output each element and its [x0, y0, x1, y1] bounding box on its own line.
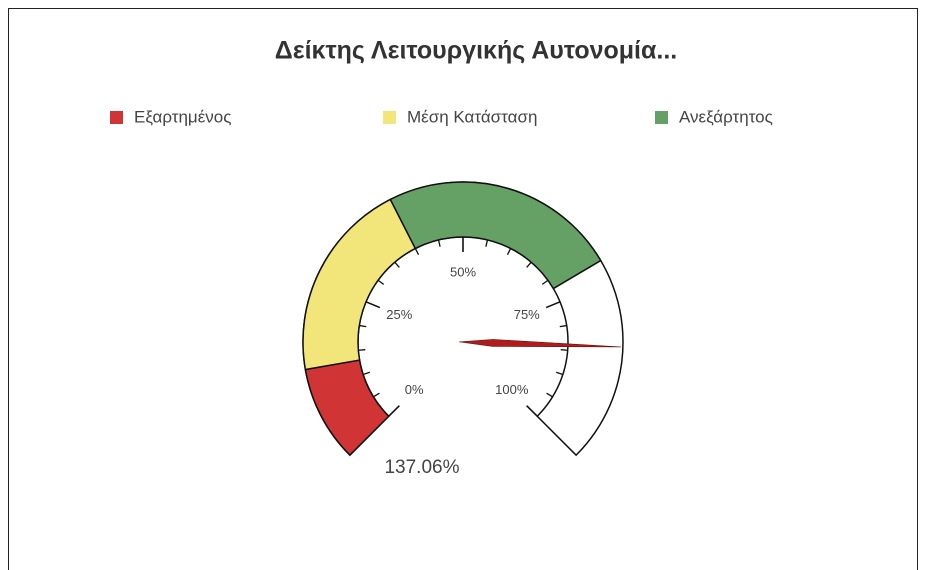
tick-label: 25%	[386, 307, 412, 322]
needle	[458, 339, 621, 348]
legend-label: Ανεξάρτητος	[679, 107, 773, 126]
minor-tick	[414, 248, 420, 255]
minor-tick	[485, 239, 489, 247]
tick-label: 0%	[405, 382, 424, 397]
minor-tick	[359, 324, 367, 328]
minor-tick	[546, 392, 553, 398]
minor-tick	[437, 239, 441, 247]
minor-tick	[377, 279, 385, 285]
tick-label: 50%	[450, 264, 476, 279]
minor-tick	[556, 371, 564, 376]
minor-tick	[373, 392, 380, 398]
legend-label: Εξαρτημένος	[134, 107, 231, 126]
minor-tick	[560, 349, 568, 351]
minor-tick	[362, 371, 370, 376]
panel-border	[8, 8, 918, 570]
chart-title: Δείκτης Λειτουργικής Αυτονομία...	[275, 37, 677, 65]
legend-label: Μέση Κατάσταση	[407, 107, 537, 126]
legend-swatch	[383, 111, 396, 124]
minor-tick	[394, 261, 400, 268]
tick-label: 100%	[495, 382, 529, 397]
major-tick	[365, 301, 381, 309]
readout: 137.06%	[384, 457, 459, 478]
minor-tick	[358, 349, 366, 351]
minor-tick	[526, 261, 532, 268]
minor-tick	[559, 324, 567, 328]
major-tick	[526, 405, 538, 417]
major-tick	[545, 301, 561, 309]
legend-swatch	[110, 111, 123, 124]
legend-swatch	[655, 111, 668, 124]
tick-label: 75%	[514, 307, 540, 322]
major-tick	[388, 405, 400, 417]
minor-tick	[541, 279, 549, 285]
minor-tick	[506, 248, 512, 255]
